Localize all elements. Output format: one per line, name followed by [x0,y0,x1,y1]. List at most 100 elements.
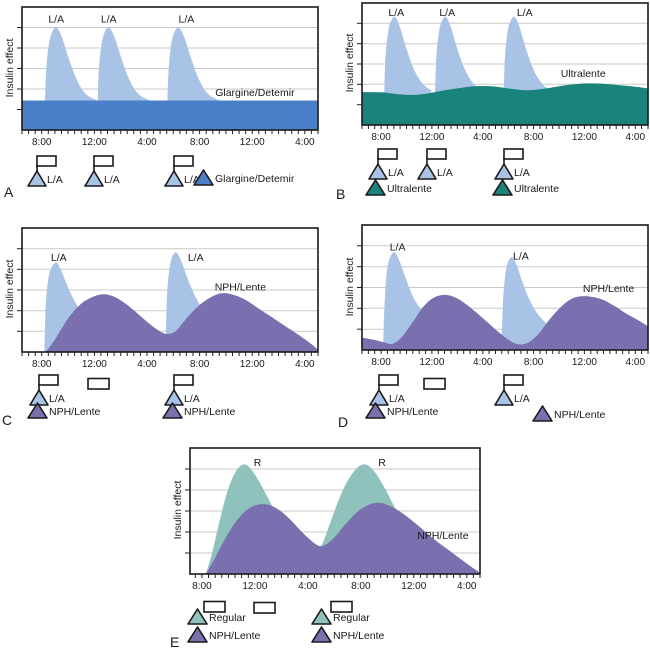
legend-label: L/A [389,393,405,405]
meal-flag-icon [173,374,194,386]
plot-label: Glargine/Detemir [215,87,295,99]
legend-label: Ultralente [387,183,432,195]
plot-label: R [378,457,386,469]
meal-flag-icon [173,155,194,167]
legend-label: NPH/Lente [554,409,606,421]
legend-label: L/A [388,167,404,179]
insulin-injection-triangle-icon [164,170,184,187]
x-tick-label: 8:00 [523,357,544,368]
injection-with-meal-symbol [417,147,451,186]
plot-label: L/A [48,13,64,25]
insulin-injection-triangle-icon [187,608,208,625]
plot-label: R [254,457,262,469]
area-series [22,100,318,130]
injection-with-meal-symbol [27,154,61,193]
meal-symbol [87,377,111,396]
insulin-injection-symbol [27,402,49,425]
injection-with-meal-symbol [494,147,528,186]
plot-label: L/A [188,252,204,264]
insulin-injection-symbol [532,405,554,428]
insulin-injection-triangle-icon [365,402,386,419]
meal-symbol [330,600,354,619]
insulin-injection-symbol [162,402,184,425]
injection-with-meal-symbol [84,154,118,193]
meal-flag-icon [253,601,276,614]
insulin-injection-triangle-icon [187,626,208,643]
x-tick-label: 8:00 [371,132,391,143]
meal-flag-icon [93,155,114,167]
meal-symbol [203,600,227,619]
area-series [501,257,551,350]
meal-flag-icon [330,600,353,613]
insulin-injection-symbol [187,608,209,631]
meal-symbol [253,601,277,620]
x-tick-label: 12:00 [81,137,107,148]
x-tick-label: 4:00 [473,357,493,368]
panel-letter-a: A [4,184,14,200]
x-tick-label: 4:00 [137,137,157,148]
x-tick-label: 4:00 [457,581,477,592]
x-tick-label: 4:00 [295,359,315,370]
x-tick-label: 12:00 [571,132,597,143]
x-tick-label: 4:00 [298,581,318,592]
legend-label: L/A [47,174,63,186]
area-series [45,293,318,352]
insulin-injection-symbol [193,169,215,192]
panel-letter-c: C [2,412,13,428]
legend-label: L/A [49,393,65,405]
legend-label: Regular [333,612,370,624]
x-tick-label: 12:00 [242,581,268,592]
meal-flag-icon [378,374,399,386]
insulin-injection-triangle-icon [492,179,513,196]
area-series [205,502,480,574]
plot-area-a: L/A L/A L/A Glargine/Detemir [17,6,319,134]
meal-flag-icon [203,600,226,613]
x-tick-label: 8:00 [371,357,391,368]
legend-label: NPH/Lente [184,406,236,418]
plot-area-b: L/A L/A L/A Ultralente [357,2,649,129]
plot-label: L/A [517,7,533,19]
injection-with-meal-symbol [369,373,403,412]
insulin-injection-symbol [311,626,333,649]
meal-flag-icon [426,148,447,160]
meal-flag-icon [36,155,57,167]
meal-symbol [423,377,447,396]
insulin-injection-triangle-icon [311,608,332,625]
insulin-injection-triangle-icon [27,170,47,187]
injection-with-meal-symbol [494,373,528,412]
x-tick-label: 4:00 [473,132,493,143]
area-series [362,83,648,125]
insulin-injection-triangle-icon [193,169,214,186]
legend-label: Regular [209,612,246,624]
meal-flag-icon [377,148,398,160]
insulin-injection-triangle-icon [494,163,514,180]
x-tick-label: 12:00 [401,581,427,592]
insulin-injection-triangle-icon [368,163,388,180]
x-tick-label: 12:00 [81,359,107,370]
legend-label: L/A [514,393,530,405]
insulin-injection-triangle-icon [369,389,389,406]
legend-label: NPH/Lente [49,406,101,418]
meal-flag-icon [503,148,524,160]
panel-letter-e: E [170,634,180,650]
x-tick-label: 8:00 [189,359,210,370]
x-tick-label: 8:00 [351,581,371,592]
plot-area-c: L/A L/A NPH/Lente [17,227,319,356]
insulin-injection-triangle-icon [417,163,437,180]
insulin-injection-symbol [365,402,387,425]
legend-label: NPH/Lente [333,630,385,642]
plot-area-d: L/A L/A NPH/Lente [357,224,649,354]
plot-label: L/A [513,250,529,262]
x-tick-label: 4:00 [625,357,646,368]
plot-label: NPH/Lente [417,530,469,542]
legend-label: NPH/Lente [387,406,439,418]
x-tick-label: 12:00 [571,357,597,368]
insulin-injection-symbol [492,179,514,202]
legend-label: L/A [184,393,200,405]
insulin-injection-triangle-icon [494,389,514,406]
panel-letter-d: D [338,414,349,430]
insulin-injection-triangle-icon [365,179,386,196]
insulin-injection-triangle-icon [311,626,332,643]
plot-label: L/A [51,252,67,264]
panel-letter-b: B [336,186,346,202]
